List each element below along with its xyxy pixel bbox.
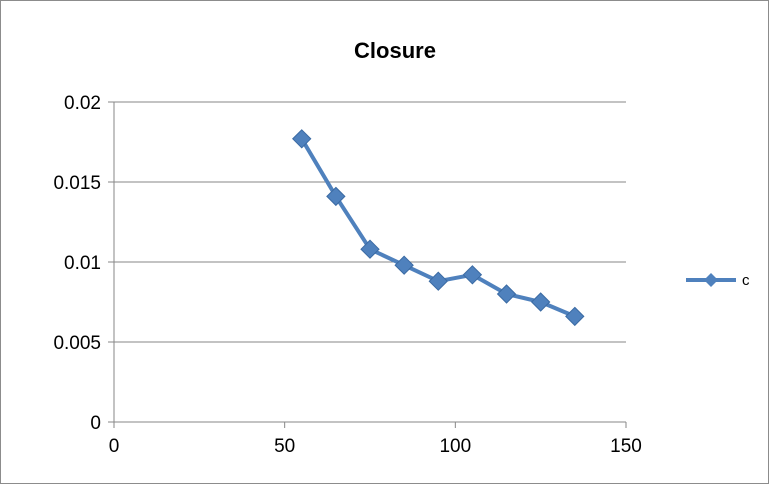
y-tick-label: 0.015 xyxy=(53,173,101,194)
legend-label: c xyxy=(742,272,750,289)
gridlines xyxy=(114,101,626,343)
data-point xyxy=(292,129,312,149)
x-tick-label: 150 xyxy=(610,436,642,457)
x-tick-label: 0 xyxy=(109,436,120,457)
data-point xyxy=(462,265,483,285)
data-point xyxy=(496,284,517,304)
data-point xyxy=(326,186,346,207)
data-point xyxy=(360,239,380,259)
series-layer xyxy=(292,129,585,327)
legend: c xyxy=(686,272,750,289)
tick-labels: 0 0.005 0.01 0.015 0.02 0 50 100 150 xyxy=(53,93,641,457)
legend-marker xyxy=(704,273,718,287)
y-tick-label: 0 xyxy=(90,413,101,434)
data-point xyxy=(530,292,551,312)
axes xyxy=(108,101,627,428)
y-tick-label: 0.01 xyxy=(64,253,101,274)
x-tick-label: 100 xyxy=(439,436,471,457)
x-tick-label: 50 xyxy=(274,436,295,457)
chart-title: Closure xyxy=(354,38,436,63)
data-point xyxy=(565,306,585,327)
data-point xyxy=(394,255,414,275)
y-tick-label: 0.005 xyxy=(53,333,101,354)
y-tick-label: 0.02 xyxy=(64,93,101,114)
data-point xyxy=(428,271,448,291)
